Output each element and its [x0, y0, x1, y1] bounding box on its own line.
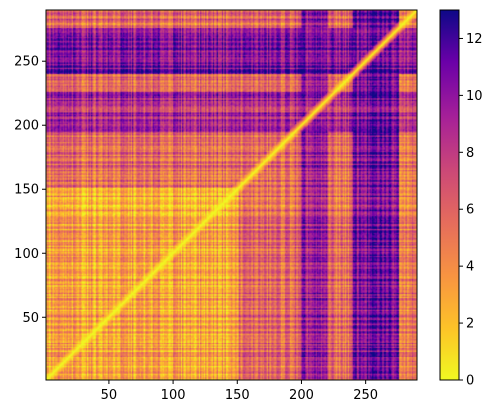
- colorbar-tick-label: 0: [466, 374, 474, 389]
- colorbar: [439, 9, 460, 381]
- x-tick-label: 50: [101, 388, 118, 403]
- y-axis: 50 100 150 200 250: [14, 55, 46, 326]
- colorbar-tick-label: 8: [466, 146, 474, 161]
- plot-frame: [45, 9, 418, 381]
- x-tick-label: 200: [289, 388, 314, 403]
- heatmap-area: [46, 10, 417, 380]
- colorbar-tick-label: 2: [466, 317, 474, 332]
- y-tick-label: 150: [14, 183, 39, 198]
- colorbar-axis: 0 2 4 6 8 10 12: [459, 32, 483, 389]
- y-tick-label: 250: [14, 55, 39, 70]
- colorbar-tick-label: 4: [466, 260, 474, 275]
- heatmap-image: [46, 10, 417, 380]
- colorbar-tick-label: 10: [466, 89, 483, 104]
- colorbar-tick-label: 12: [466, 32, 483, 47]
- y-tick-label: 100: [14, 247, 39, 262]
- x-tick-label: 250: [353, 388, 378, 403]
- x-tick-label: 150: [225, 388, 250, 403]
- colorbar-tick-label: 6: [466, 203, 474, 218]
- x-axis: 50 100 150 200 250: [101, 380, 378, 403]
- y-tick-label: 50: [22, 311, 39, 326]
- y-tick-label: 200: [14, 119, 39, 134]
- x-tick-label: 100: [161, 388, 186, 403]
